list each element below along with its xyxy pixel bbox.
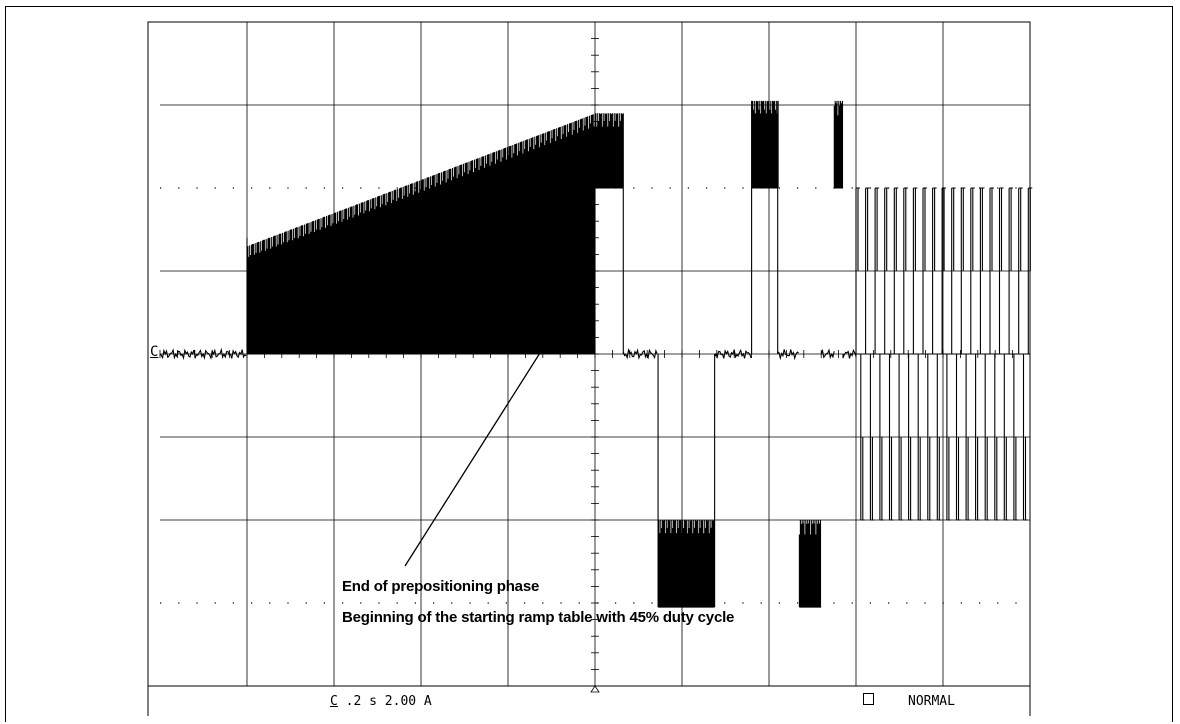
arrow-head xyxy=(565,290,579,312)
trigger-marker xyxy=(590,685,600,693)
ground-symbol: C xyxy=(330,694,338,709)
figure-frame xyxy=(5,6,1173,722)
status-mode: NORMAL xyxy=(908,694,955,709)
arrow-shaft xyxy=(404,303,572,567)
ground-marker: C xyxy=(150,344,159,360)
annotation-arrow xyxy=(404,290,579,567)
scale-readout: .2 s 2.00 A xyxy=(345,694,432,709)
status-indicator-box xyxy=(863,693,874,705)
annotation-line-1: End of prepositioning phase xyxy=(342,578,540,595)
annotation-line-2: Beginning of the starting ramp table wit… xyxy=(342,609,735,626)
current-trace xyxy=(159,100,1033,608)
trace-path xyxy=(159,100,1033,608)
status-scale: C .2 s 2.00 A xyxy=(330,694,432,709)
